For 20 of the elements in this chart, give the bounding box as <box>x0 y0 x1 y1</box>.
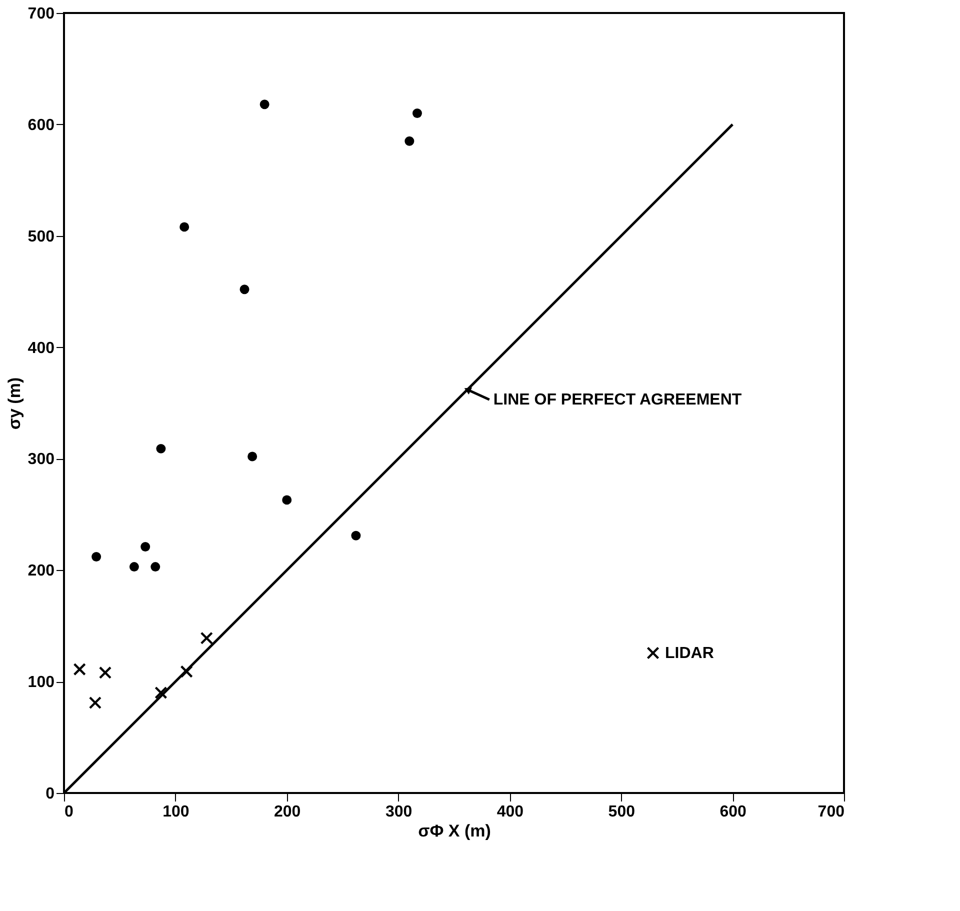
y-tick-label: 500 <box>28 228 55 246</box>
legend-label: LIDAR <box>665 645 714 662</box>
x-tick-label: 0 <box>64 804 74 820</box>
y-tick-label: 200 <box>28 562 55 580</box>
y-tick-label: 300 <box>28 451 55 468</box>
x-tick-label: 300 <box>385 804 412 820</box>
x-tick-label: 700 <box>818 804 845 820</box>
x-tick-label: 200 <box>274 804 301 820</box>
y-tick-label: 400 <box>28 340 55 357</box>
x-tick-label: 100 <box>162 804 190 820</box>
x-tick-label: 600 <box>720 804 747 820</box>
x-tick-label: 400 <box>496 804 524 820</box>
y-tick-label: 0 <box>46 786 55 802</box>
x-axis-title: σΦ X (m) <box>418 822 491 840</box>
y-tick-label: 100 <box>28 674 55 692</box>
y-tick-label: 600 <box>28 116 55 134</box>
y-tick-label: 700 <box>28 6 55 22</box>
annotation: LINE OF PERFECT AGREEMENT <box>493 392 742 409</box>
x-tick-label: 500 <box>608 804 636 820</box>
y-axis-title: σy (m) <box>4 377 24 430</box>
